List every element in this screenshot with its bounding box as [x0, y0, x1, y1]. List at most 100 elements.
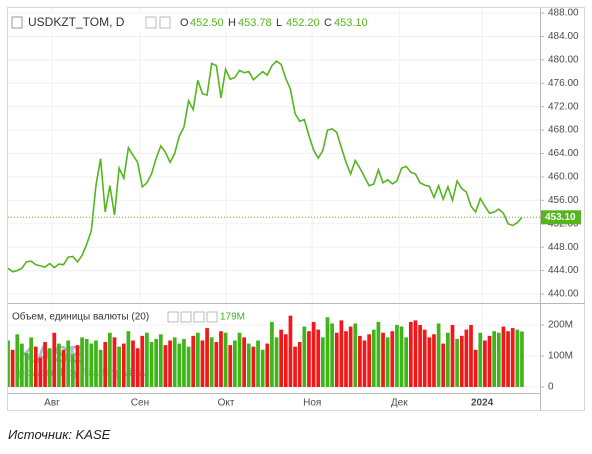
volume-bar — [24, 352, 29, 387]
ohlc-value: 452.50 — [190, 17, 224, 29]
legend-button[interactable] — [206, 311, 218, 323]
volume-bar — [94, 340, 98, 387]
volume-bar — [381, 332, 385, 387]
volume-bar — [283, 334, 288, 387]
volume-bar — [140, 335, 145, 387]
y-tick-label: 488.00 — [548, 8, 579, 19]
volume-bar — [487, 335, 492, 387]
volume-bar — [20, 343, 24, 387]
y-tick-label: 476.00 — [548, 78, 579, 89]
volume-bar — [10, 349, 15, 387]
volume-bar — [353, 323, 358, 387]
volume-bar — [334, 332, 339, 387]
legend-button[interactable] — [159, 16, 171, 29]
volume-bar — [395, 324, 399, 387]
volume-bar — [149, 342, 154, 387]
volume-bar — [154, 338, 159, 387]
volume-bar — [219, 331, 223, 387]
volume-bar — [344, 331, 348, 387]
volume-bar — [311, 321, 316, 387]
volume-tick-label: 100M — [548, 351, 573, 362]
y-tick-label: 448.00 — [548, 242, 579, 253]
volume-bar — [260, 349, 265, 387]
frame — [7, 7, 585, 411]
y-tick-label: 468.00 — [548, 125, 579, 136]
volume-bar — [168, 340, 172, 387]
price-line — [8, 59, 523, 273]
volume-bar — [371, 329, 376, 387]
volume-bar — [209, 337, 214, 387]
volume-bar — [98, 349, 103, 387]
y-tick-label: 460.00 — [548, 172, 579, 183]
volume-bar — [265, 343, 270, 387]
volume-bar — [237, 332, 242, 387]
legend-button[interactable] — [180, 311, 192, 323]
volume-bar — [126, 331, 131, 387]
volume-bar — [233, 340, 237, 387]
symbol: USDKZT_TOM, D — [28, 15, 125, 29]
volume-bar — [66, 340, 71, 387]
volume-bar — [177, 343, 182, 387]
volume-bar — [279, 329, 284, 387]
volume-bar — [223, 332, 228, 387]
volume-bar — [89, 343, 94, 387]
volume-bar — [103, 342, 108, 387]
last-price-label: 453.10 — [545, 212, 576, 223]
volume-bar — [302, 326, 307, 387]
volume-bar — [200, 340, 205, 387]
volume-bar — [61, 349, 66, 387]
x-tick-label: Сен — [131, 398, 149, 409]
volume-bar — [432, 334, 436, 387]
volume-bar — [297, 342, 302, 387]
volume-bar — [348, 326, 353, 387]
volume-bar — [274, 337, 279, 387]
volume-bar — [446, 332, 450, 387]
y-tick-label: 484.00 — [548, 31, 579, 42]
volume-header-bg — [10, 310, 240, 324]
symbol-icon — [11, 16, 23, 29]
last-price-box — [541, 210, 581, 225]
legend-button[interactable] — [167, 311, 179, 323]
volume-bar — [195, 332, 200, 387]
volume-bar — [325, 317, 330, 387]
ohlc-value: 453.10 — [334, 17, 368, 29]
volume-bar — [38, 357, 43, 387]
volume-bar — [47, 348, 52, 387]
volume-bar — [399, 326, 404, 387]
volume-bar — [404, 337, 409, 387]
volume-bar — [515, 329, 520, 387]
y-tick-label: 472.00 — [548, 101, 579, 112]
volume-bar — [121, 343, 126, 387]
volume-bar — [418, 324, 422, 387]
volume-bar — [163, 345, 168, 387]
header-bg — [10, 14, 350, 32]
y-tick-label: 440.00 — [548, 289, 579, 300]
volume-bar — [251, 346, 256, 387]
volume-bar — [172, 337, 177, 387]
volume-last-label: 179M — [220, 312, 245, 323]
volume-bar — [43, 342, 47, 387]
volume-bar — [246, 343, 251, 387]
volume-bar — [478, 332, 483, 387]
volume-bars — [8, 315, 524, 387]
volume-bar — [29, 337, 34, 387]
volume-bar — [496, 332, 501, 387]
volume-bar — [80, 337, 84, 387]
volume-bar — [75, 345, 80, 387]
volume-tick-label: 0 — [548, 382, 554, 393]
volume-bar — [436, 323, 441, 387]
legend-button[interactable] — [193, 311, 205, 323]
volume-bar — [316, 329, 321, 387]
volume-bar — [135, 348, 140, 387]
volume-bar — [492, 331, 497, 387]
volume-bar — [33, 346, 38, 387]
x-tick-label: Окт — [218, 398, 235, 409]
ohlc-key: H — [228, 17, 236, 29]
ohlc-value: 453.78 — [238, 17, 272, 29]
volume-bar — [293, 346, 297, 387]
volume-bar — [367, 334, 372, 387]
legend-button[interactable] — [145, 16, 157, 29]
x-tick-label: Авг — [44, 398, 60, 409]
volume-bar — [131, 340, 135, 387]
